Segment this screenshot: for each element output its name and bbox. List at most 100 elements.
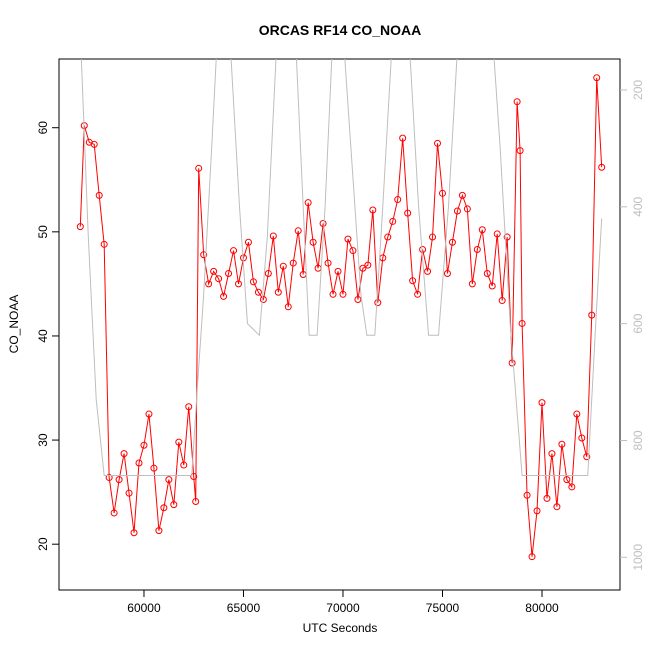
data-point	[220, 292, 228, 300]
data-point	[249, 278, 257, 286]
data-point	[344, 235, 352, 243]
data-point	[394, 196, 402, 204]
data-point	[269, 232, 277, 240]
data-point	[414, 290, 422, 298]
data-point	[583, 453, 591, 461]
data-point	[170, 501, 178, 509]
plot-area	[76, 59, 606, 561]
data-point	[349, 247, 357, 255]
data-point	[279, 262, 287, 270]
data-point	[100, 240, 108, 248]
data-point	[244, 238, 252, 246]
data-point	[578, 434, 586, 442]
data-point	[95, 191, 103, 199]
data-point	[90, 140, 98, 148]
data-point	[518, 319, 526, 327]
data-point	[274, 288, 282, 296]
data-point	[453, 207, 461, 215]
data-point	[180, 461, 188, 469]
data-point	[150, 464, 158, 472]
data-point	[339, 290, 347, 298]
data-point	[458, 191, 466, 199]
data-point	[483, 269, 491, 277]
data-point	[225, 269, 233, 277]
data-point	[389, 217, 397, 225]
data-point	[205, 280, 213, 288]
data-point	[130, 529, 138, 537]
x-tick-label: 75000	[426, 601, 460, 615]
data-point	[598, 163, 606, 171]
x-tick-label: 70000	[326, 601, 360, 615]
data-point	[185, 403, 193, 411]
x-tick-label: 80000	[525, 601, 559, 615]
y-tick-label: 60	[36, 121, 50, 135]
data-point	[76, 223, 84, 231]
y-tick-label: 20	[36, 537, 50, 551]
data-point	[429, 233, 437, 241]
data-point	[120, 450, 128, 458]
data-point	[404, 209, 412, 217]
x-tick-label: 60000	[127, 601, 161, 615]
data-point	[190, 473, 198, 481]
data-point	[468, 280, 476, 288]
data-point	[593, 74, 601, 82]
data-point	[289, 259, 297, 267]
data-point	[135, 459, 143, 467]
data-point	[588, 311, 596, 319]
data-point	[319, 220, 327, 228]
data-point	[443, 269, 451, 277]
data-point	[399, 134, 407, 142]
data-point	[573, 410, 581, 418]
data-point	[424, 267, 432, 275]
data-point	[438, 189, 446, 197]
data-point	[230, 247, 238, 255]
data-point	[493, 230, 501, 238]
data-point	[210, 267, 218, 275]
data-point	[235, 280, 243, 288]
data-point	[374, 299, 382, 307]
data-point	[503, 233, 511, 241]
data-point	[508, 359, 516, 367]
data-point	[568, 483, 576, 491]
data-point	[488, 282, 496, 290]
x-axis-label: UTC Seconds	[303, 621, 378, 635]
data-point	[115, 476, 123, 484]
data-point	[140, 441, 148, 449]
y2-tick-label: 800	[631, 430, 645, 450]
data-point	[165, 476, 173, 484]
data-point	[215, 275, 223, 283]
data-point	[369, 206, 377, 214]
y2-tick-label: 1000	[631, 544, 645, 571]
data-point	[354, 296, 362, 304]
x-tick-label: 65000	[227, 601, 261, 615]
data-point	[329, 290, 337, 298]
data-point	[548, 450, 556, 458]
data-point	[304, 199, 312, 207]
data-point	[364, 261, 372, 269]
data-point	[516, 147, 524, 155]
data-point	[498, 297, 506, 305]
data-point	[125, 489, 133, 497]
data-point	[264, 269, 272, 277]
data-point	[195, 164, 203, 172]
series-line	[79, 77, 603, 557]
data-point	[538, 399, 546, 407]
y2-tick-label: 200	[631, 80, 645, 100]
data-point	[324, 259, 332, 267]
data-point	[563, 476, 571, 484]
data-point	[409, 277, 417, 285]
series-line	[80, 59, 603, 477]
data-point	[478, 226, 486, 234]
data-point	[200, 251, 208, 259]
data-point	[160, 504, 168, 512]
y-tick-label: 50	[36, 225, 50, 239]
data-point	[523, 491, 531, 499]
y2-tick-label: 400	[631, 196, 645, 216]
data-point	[105, 474, 113, 482]
data-point	[334, 267, 342, 275]
data-point	[558, 440, 566, 448]
data-point	[259, 296, 267, 304]
data-point	[533, 507, 541, 515]
data-point	[528, 553, 536, 561]
